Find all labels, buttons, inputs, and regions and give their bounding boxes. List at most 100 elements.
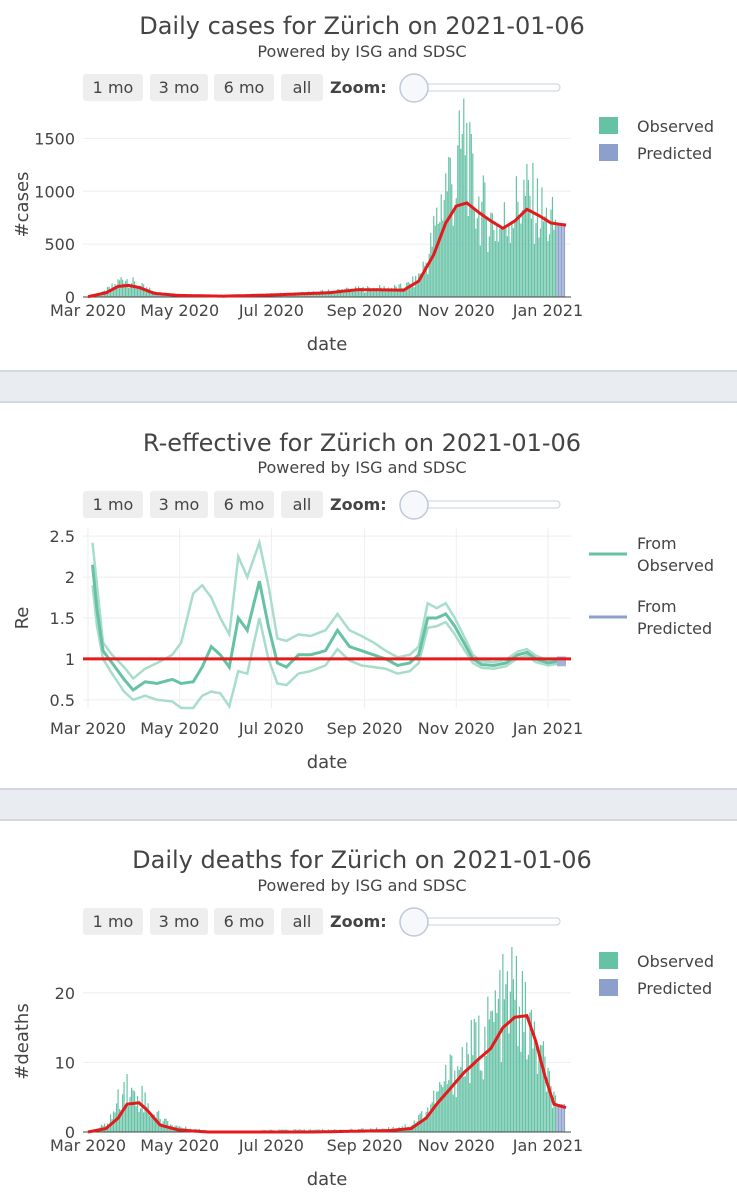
bar-predicted [561, 1104, 562, 1132]
range-button-6mo[interactable]: 6 mo [214, 74, 274, 101]
bar-observed [430, 233, 431, 297]
range-button-3mo[interactable]: 3 mo [150, 491, 208, 518]
bar-observed [427, 274, 428, 297]
range-button-label[interactable]: 1 mo [93, 495, 134, 514]
range-button-1mo[interactable]: 1 mo [83, 908, 143, 935]
bar-observed [129, 1097, 130, 1132]
bar-observed [119, 280, 120, 297]
chart-subtitle: Powered by ISG and SDSC [257, 458, 466, 477]
bar-observed [447, 191, 448, 297]
range-button-1mo[interactable]: 1 mo [83, 491, 143, 518]
y-axis-label: #deaths [12, 1003, 33, 1079]
legend-label-observed: Observed [637, 952, 714, 971]
bar-observed [531, 219, 532, 297]
bar-observed [119, 1109, 120, 1132]
bar-observed [480, 246, 481, 297]
range-button-label[interactable]: 6 mo [224, 495, 265, 514]
bar-observed [134, 281, 135, 297]
bar-observed [519, 1007, 520, 1132]
bar-observed [463, 99, 464, 298]
bar-observed [489, 1019, 490, 1132]
legend-label-observed: Observed [637, 117, 714, 136]
legend-swatch-observed [599, 117, 618, 134]
x-tick-label: Jul 2020 [238, 1136, 304, 1155]
range-button-3mo[interactable]: 3 mo [150, 908, 208, 935]
bar-observed [555, 220, 556, 297]
chart-subtitle: Powered by ISG and SDSC [257, 876, 466, 895]
bar-observed [483, 1079, 484, 1132]
range-button-label[interactable]: 1 mo [93, 78, 134, 97]
bar-observed [460, 149, 461, 297]
bar-observed [465, 1076, 466, 1132]
bar-observed [492, 1011, 493, 1132]
range-button-label[interactable]: 3 mo [159, 78, 200, 97]
zoom-slider-handle[interactable] [400, 908, 428, 936]
x-tick-label: May 2020 [140, 719, 219, 738]
bar-observed [502, 229, 503, 297]
range-button-6mo[interactable]: 6 mo [214, 908, 274, 935]
bar-observed [355, 286, 356, 297]
bar-observed [501, 1062, 502, 1132]
bar-observed [495, 241, 496, 297]
zoom-slider-handle[interactable] [400, 74, 428, 102]
bar-observed [555, 1095, 556, 1132]
bar-observed [375, 291, 376, 297]
bar-observed [547, 1068, 548, 1132]
zoom-slider-track[interactable] [414, 84, 560, 91]
x-tick-label: Jan 2021 [512, 719, 583, 738]
bar-observed [423, 1121, 424, 1132]
bar-observed [544, 216, 545, 297]
bar-observed [549, 234, 550, 297]
range-button-label[interactable]: 6 mo [224, 912, 265, 931]
zoom-slider-track[interactable] [414, 918, 560, 925]
range-button-label[interactable]: 1 mo [93, 912, 134, 931]
bar-observed [492, 213, 493, 297]
range-button-3mo[interactable]: 3 mo [150, 74, 208, 101]
legend-label-predicted: Predicted [637, 144, 712, 163]
re-chart: R-effective for Zürich on 2021-01-06Powe… [0, 403, 737, 788]
bar-observed [436, 208, 437, 297]
range-button-1mo[interactable]: 1 mo [83, 74, 143, 101]
y-axis-label: Re [12, 607, 33, 630]
bar-observed [495, 990, 496, 1132]
bar-observed [537, 178, 538, 297]
bar-observed [510, 243, 511, 297]
bar-observed [378, 292, 379, 297]
bar-observed [502, 954, 503, 1132]
range-button-label[interactable]: all [293, 495, 312, 514]
legend-swatch-predicted [599, 144, 618, 161]
bar-observed [484, 182, 485, 297]
zoom-slider-track[interactable] [414, 501, 560, 508]
bar-observed [438, 224, 439, 297]
range-button-label[interactable]: 3 mo [159, 495, 200, 514]
range-button-label[interactable]: all [293, 912, 312, 931]
re-observed-line [93, 565, 558, 690]
bar-observed [122, 280, 123, 297]
bar-observed [134, 1091, 135, 1132]
bar-observed [343, 293, 344, 297]
range-button-label[interactable]: 3 mo [159, 912, 200, 931]
bar-observed [139, 289, 140, 297]
bar-observed [490, 1011, 491, 1132]
zoom-slider-handle[interactable] [400, 491, 428, 519]
bar-observed [448, 157, 449, 297]
bar-observed [408, 282, 409, 297]
bar-observed [499, 229, 500, 297]
bar-observed [468, 1054, 469, 1132]
bar-observed [469, 1083, 470, 1132]
bar-observed [549, 1071, 550, 1132]
range-button-all[interactable]: all [281, 908, 323, 935]
range-button-all[interactable]: all [281, 74, 323, 101]
range-button-6mo[interactable]: 6 mo [214, 491, 274, 518]
legend-swatch-predicted [599, 979, 618, 996]
bar-observed [384, 286, 385, 297]
range-button-all[interactable]: all [281, 491, 323, 518]
range-button-label[interactable]: 6 mo [224, 78, 265, 97]
x-tick-label: Mar 2020 [50, 1136, 126, 1155]
bar-observed [526, 1059, 527, 1132]
range-button-label[interactable]: all [293, 78, 312, 97]
bar-observed [436, 1092, 437, 1132]
